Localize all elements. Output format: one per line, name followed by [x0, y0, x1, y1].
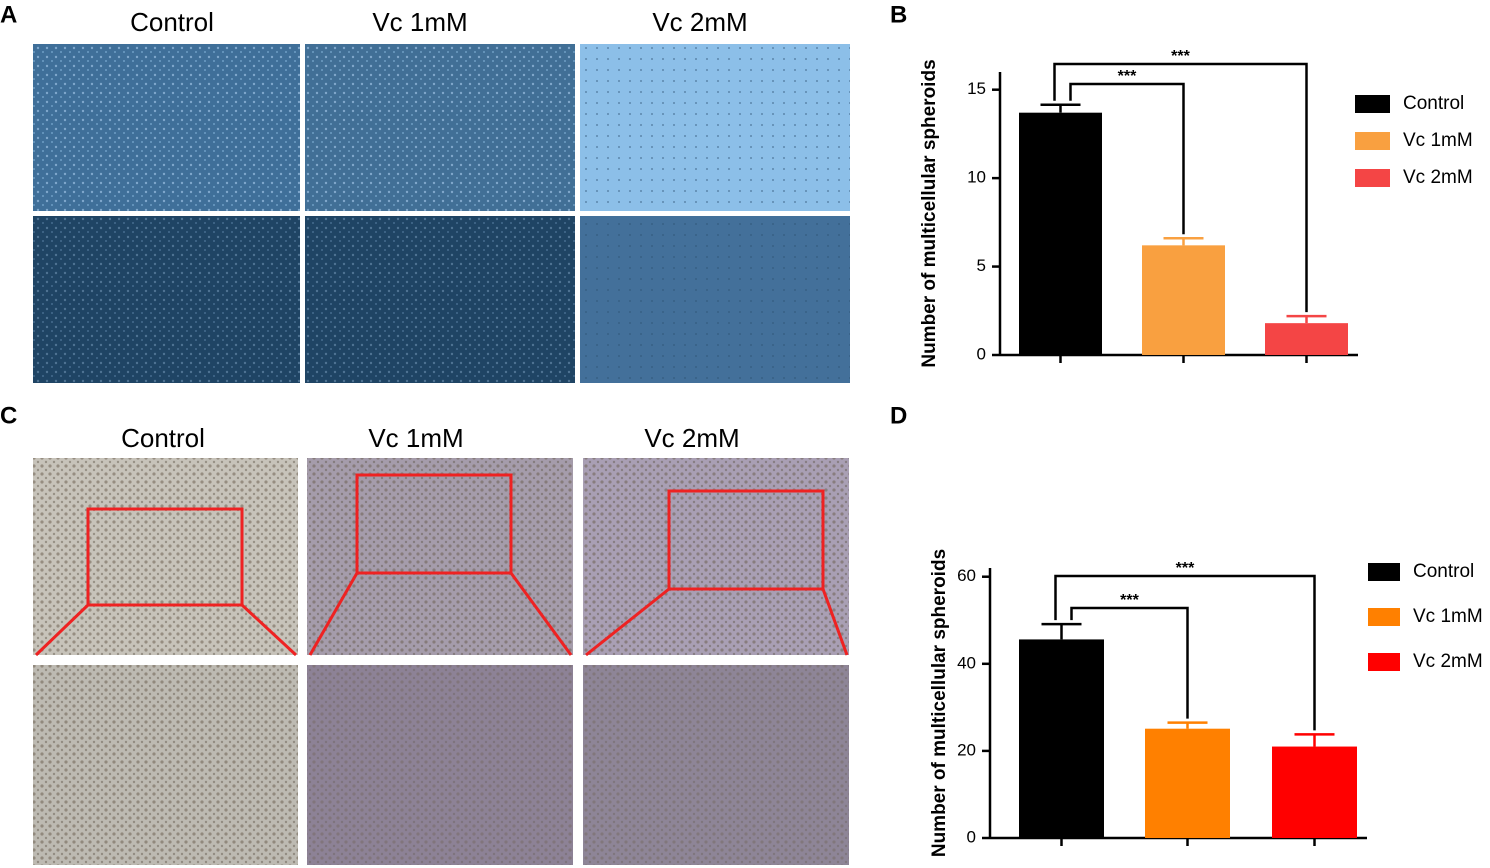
panel-label: C	[0, 402, 17, 429]
zoom-box	[667, 489, 825, 591]
legend-swatch	[1368, 653, 1400, 671]
bar	[1265, 323, 1348, 355]
micrograph-texture	[307, 665, 573, 865]
micrograph-texture	[580, 216, 850, 383]
panel-label: A	[0, 1, 17, 28]
legend-swatch	[1355, 169, 1390, 187]
legend-swatch	[1355, 132, 1390, 150]
bar	[1019, 639, 1104, 838]
legend-swatch	[1368, 563, 1400, 581]
significance-bracket	[1070, 606, 1189, 719]
bar	[1019, 112, 1102, 356]
y-tick-label: 40	[957, 653, 976, 672]
zoom-box	[86, 507, 244, 607]
significance-bracket	[1054, 574, 1316, 731]
zoom-arrow	[509, 572, 573, 656]
panel-a-images	[33, 44, 850, 383]
error-bar	[1286, 314, 1327, 324]
significance-label: ***	[1171, 48, 1190, 65]
legend-label: Vc 1mM	[1413, 606, 1483, 627]
legend-swatch	[1368, 608, 1400, 626]
y-tick-label: 60	[957, 566, 976, 585]
legend-label: Control	[1403, 93, 1464, 114]
y-tick-label: 20	[957, 740, 976, 759]
column-title: Vc 1mM	[368, 423, 463, 453]
significance-label: ***	[1176, 560, 1195, 577]
micrograph-texture	[305, 216, 575, 383]
micrograph-texture	[580, 44, 850, 211]
bar	[1142, 245, 1225, 355]
panel-label: B	[890, 1, 907, 28]
y-tick-label: 5	[977, 256, 986, 275]
micrograph-texture	[33, 458, 298, 655]
legend-label: Vc 1mM	[1403, 130, 1473, 151]
error-bar	[1294, 733, 1335, 747]
micrograph-texture	[33, 665, 298, 865]
significance-bracket	[1053, 62, 1308, 313]
zoom-arrow	[308, 572, 359, 656]
column-title: Vc 1mM	[372, 7, 467, 37]
micrograph-texture	[33, 216, 300, 383]
y-tick-label: 0	[977, 344, 986, 363]
error-bar	[1167, 721, 1208, 729]
bar	[1145, 728, 1230, 838]
error-bar	[1163, 237, 1204, 246]
y-axis-label: Number of multicellular spheroids	[919, 59, 940, 367]
bar	[1272, 746, 1357, 838]
error-bar	[1040, 103, 1081, 113]
micrograph-texture	[583, 665, 849, 865]
column-title: Vc 2mM	[644, 423, 739, 453]
column-title: Vc 2mM	[652, 7, 747, 37]
significance-label: ***	[1118, 68, 1137, 85]
zoom-arrow	[821, 588, 849, 656]
y-tick-label: 15	[967, 79, 986, 98]
legend-label: Vc 2mM	[1403, 167, 1473, 188]
column-title: Control	[121, 423, 205, 453]
micrograph-texture	[307, 458, 573, 655]
error-bar	[1041, 622, 1082, 640]
panel-label: D	[890, 402, 907, 429]
zoom-box	[355, 473, 513, 575]
y-tick-label: 0	[967, 827, 976, 846]
y-tick-label: 10	[967, 168, 986, 187]
legend-label: Vc 2mM	[1413, 651, 1483, 672]
zoom-arrow	[240, 603, 298, 657]
panel-c-images	[33, 458, 849, 865]
legend-label: Control	[1413, 561, 1474, 582]
micrograph-texture	[305, 44, 575, 211]
significance-label: ***	[1120, 592, 1139, 609]
zoom-boxes	[34, 473, 849, 657]
zoom-arrow	[585, 587, 670, 657]
significance-bracket	[1069, 82, 1185, 235]
zoom-arrow	[34, 603, 90, 657]
legend-swatch	[1355, 95, 1390, 113]
column-title: Control	[130, 7, 214, 37]
y-axis-label: Number of multicellular spheroids	[929, 549, 950, 857]
micrograph-texture	[33, 44, 300, 211]
